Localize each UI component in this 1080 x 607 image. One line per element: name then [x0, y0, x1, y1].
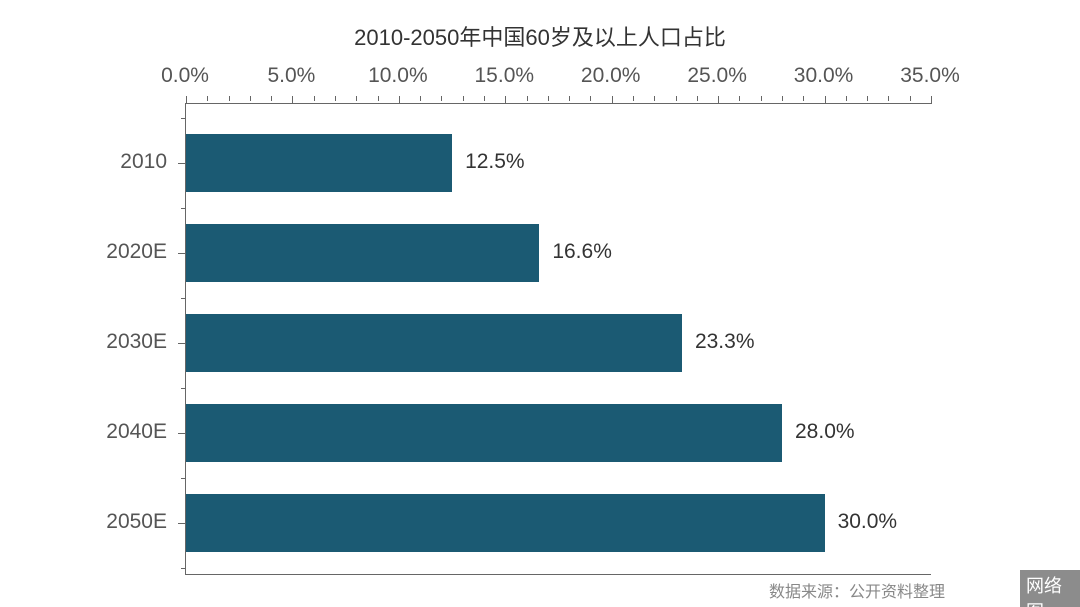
x-minor-tick — [250, 96, 251, 101]
x-tick — [931, 96, 932, 104]
data-source: 数据来源：公开资料整理 — [0, 578, 945, 602]
y-minor-tick — [181, 388, 186, 389]
x-tick-label: 25.0% — [687, 64, 747, 88]
y-tick-label: 2010 — [120, 150, 167, 174]
y-minor-tick — [181, 298, 186, 299]
bar — [186, 494, 825, 552]
x-tick — [505, 96, 506, 104]
x-minor-tick — [739, 96, 740, 101]
x-minor-tick — [697, 96, 698, 101]
x-tick-label: 20.0% — [581, 64, 641, 88]
y-minor-tick — [181, 478, 186, 479]
x-minor-tick — [590, 96, 591, 101]
y-minor-tick — [181, 568, 186, 569]
x-minor-tick — [846, 96, 847, 101]
x-minor-tick — [335, 96, 336, 101]
x-tick — [612, 96, 613, 104]
chart-container: 2010-2050年中国60岁及以上人口占比 0.0% 5.0% 10.0% 15.0%… — [0, 0, 1080, 607]
x-tick-label: 15.0% — [475, 64, 535, 88]
bar — [186, 134, 452, 192]
x-minor-tick — [527, 96, 528, 101]
x-minor-tick — [633, 96, 634, 101]
x-minor-tick — [761, 96, 762, 101]
y-tick-label: 2040E — [106, 420, 167, 444]
x-tick — [825, 96, 826, 104]
x-minor-tick — [271, 96, 272, 101]
x-minor-tick — [569, 96, 570, 101]
x-tick-label: 30.0% — [794, 64, 854, 88]
bar — [186, 314, 682, 372]
x-minor-tick — [676, 96, 677, 101]
x-minor-tick — [207, 96, 208, 101]
bar-value-label: 30.0% — [838, 510, 898, 534]
x-minor-tick — [548, 96, 549, 101]
x-tick-label: 5.0% — [267, 64, 315, 88]
bar-value-label: 12.5% — [465, 150, 525, 174]
y-tick — [178, 433, 186, 434]
y-tick-label: 2030E — [106, 330, 167, 354]
bar — [186, 404, 782, 462]
y-tick — [178, 163, 186, 164]
x-minor-tick — [782, 96, 783, 101]
x-minor-tick — [463, 96, 464, 101]
watermark: 网络图 — [1020, 570, 1080, 607]
x-minor-tick — [420, 96, 421, 101]
x-minor-tick — [654, 96, 655, 101]
plot-area — [185, 103, 931, 575]
x-minor-tick — [803, 96, 804, 101]
x-tick — [399, 96, 400, 104]
x-minor-tick — [441, 96, 442, 101]
bar-value-label: 28.0% — [795, 420, 855, 444]
x-tick-label: 0.0% — [161, 64, 209, 88]
y-tick-label: 2050E — [106, 510, 167, 534]
bar — [186, 224, 539, 282]
x-minor-tick — [910, 96, 911, 101]
x-tick-label: 35.0% — [900, 64, 960, 88]
bar-value-label: 23.3% — [695, 330, 755, 354]
y-tick — [178, 523, 186, 524]
x-tick — [186, 96, 187, 104]
y-minor-tick — [181, 208, 186, 209]
y-tick — [178, 343, 186, 344]
y-tick — [178, 253, 186, 254]
x-minor-tick — [314, 96, 315, 101]
x-minor-tick — [356, 96, 357, 101]
x-tick — [718, 96, 719, 104]
x-minor-tick — [229, 96, 230, 101]
x-minor-tick — [378, 96, 379, 101]
bar-value-label: 16.6% — [552, 240, 612, 264]
chart-title: 2010-2050年中国60岁及以上人口占比 — [0, 20, 1080, 52]
x-minor-tick — [867, 96, 868, 101]
x-minor-tick — [888, 96, 889, 101]
y-minor-tick — [181, 118, 186, 119]
x-minor-tick — [484, 96, 485, 101]
y-tick-label: 2020E — [106, 240, 167, 264]
x-tick-label: 10.0% — [368, 64, 428, 88]
x-tick — [292, 96, 293, 104]
